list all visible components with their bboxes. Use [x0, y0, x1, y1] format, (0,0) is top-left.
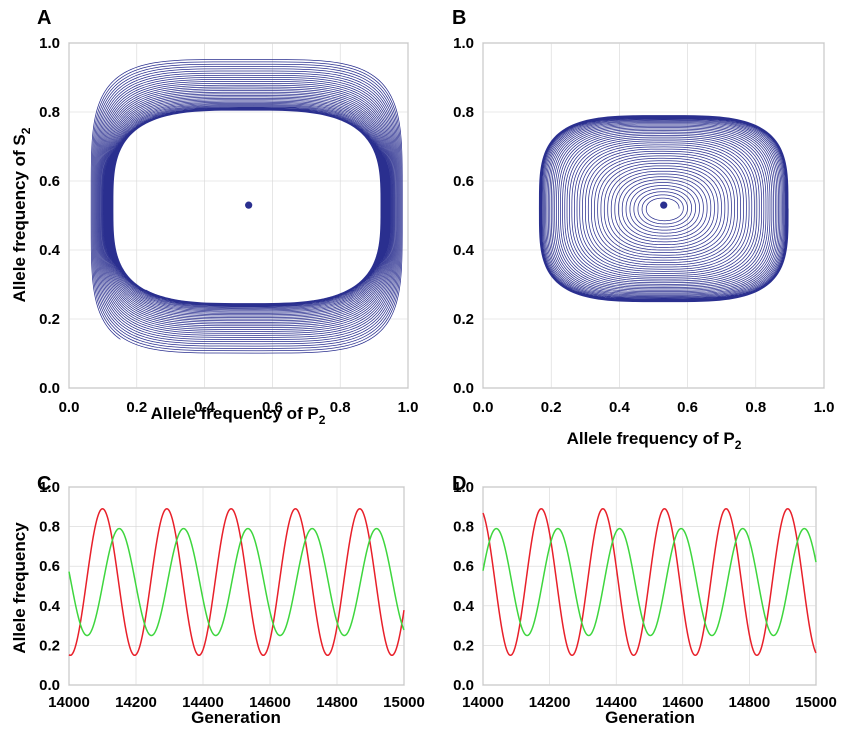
y-tick-labels-d: 0.0 0.2 0.4 0.6 0.8 1.0	[453, 479, 475, 694]
y-tick-label: 1.0	[39, 479, 60, 496]
y-tick-label: 0.6	[453, 173, 474, 190]
y-tick-label: 1.0	[453, 35, 474, 52]
y-tick-label: 0.4	[453, 598, 475, 615]
y-tick-label: 0.2	[453, 311, 474, 328]
series-red-c	[68, 508, 405, 657]
x-tick-label: 14200	[115, 694, 157, 711]
series-green-d	[482, 527, 817, 637]
y-tick-label: 0.4	[39, 598, 61, 615]
x-tick-label: 1.0	[814, 399, 835, 416]
equilibrium-point-b	[660, 201, 668, 209]
y-tick-label: 0.8	[39, 519, 60, 536]
x-tick-label: 1.0	[398, 399, 419, 416]
y-tick-label: 1.0	[39, 35, 60, 52]
x-tick-labels-a: 0.0 0.2 0.4 0.6 0.8 1.0	[59, 399, 419, 416]
y-tick-label: 0.8	[39, 104, 60, 121]
x-tick-labels-b: 0.0 0.2 0.4 0.6 0.8 1.0	[473, 399, 835, 416]
x-tick-label: 14800	[729, 694, 771, 711]
panel-d: D 14000 14200 14400 14600 14800 15000 0.00.20…	[452, 473, 837, 727]
y-tick-label: 0.0	[453, 677, 474, 694]
gridlines-d	[482, 486, 817, 686]
y-tick-label: 0.2	[39, 637, 60, 654]
y-axis-label-a: Allele frequency of S2	[10, 127, 33, 302]
x-tick-label: 0.0	[59, 399, 80, 416]
x-tick-label: 0.8	[330, 399, 351, 416]
y-tick-label: 0.4	[39, 242, 61, 259]
x-tick-labels-d: 14000 14200 14400 14600 14800 15000	[462, 694, 837, 711]
y-tick-label: 0.8	[453, 104, 474, 121]
panel-b: B 0.0 0.2 0.4 0.6 0.8 1.0 0.00.20.40.60.81.0 …	[452, 7, 834, 452]
panel-c: C 14000 14200 14400 14600 14800 15000 0.00.20…	[10, 473, 425, 727]
x-tick-label: 0.2	[541, 399, 562, 416]
panel-letter-c: C	[37, 473, 51, 495]
x-tick-label: 0.6	[262, 399, 283, 416]
y-tick-label: 0.0	[39, 677, 60, 694]
x-axis-label-c: Generation	[191, 708, 281, 727]
x-tick-label: 14800	[316, 694, 358, 711]
x-tick-label: 15000	[795, 694, 837, 711]
x-tick-label: 0.4	[194, 399, 216, 416]
plot-frame-b	[482, 42, 825, 389]
y-tick-label: 0.6	[39, 558, 60, 575]
series-red-d	[482, 508, 817, 657]
y-tick-label: 0.0	[453, 380, 474, 397]
y-tick-label: 0.4	[453, 242, 475, 259]
series-green-c	[68, 527, 405, 637]
y-tick-label: 0.6	[453, 558, 474, 575]
x-tick-label: 14400	[182, 694, 224, 711]
x-tick-labels-c: 14000 14200 14400 14600 14800 15000	[48, 694, 425, 711]
gridlines-c	[68, 486, 405, 686]
y-tick-label: 0.2	[453, 637, 474, 654]
y-tick-label: 0.2	[39, 311, 60, 328]
x-axis-label-d: Generation	[605, 708, 695, 727]
equilibrium-point-a	[245, 201, 253, 209]
panel-a: A 0.0 0.2 0.4 0.6 0.8 1.0 0.00.20.40.60.81.0 …	[10, 7, 418, 427]
trajectory-a	[90, 59, 403, 354]
x-tick-label: 14000	[462, 694, 504, 711]
x-tick-label: 14600	[662, 694, 704, 711]
x-tick-label: 0.4	[609, 399, 631, 416]
x-tick-label: 0.6	[677, 399, 698, 416]
x-axis-label-b: Allele frequency of P2	[567, 429, 742, 452]
x-axis-label-a: Allele frequency of P2	[151, 404, 326, 427]
y-tick-labels-c: 0.0 0.2 0.4 0.6 0.8 1.0	[39, 479, 61, 694]
x-tick-label: 0.0	[473, 399, 494, 416]
panel-letter-a: A	[37, 7, 51, 29]
gridlines-b	[482, 42, 825, 389]
panel-letter-b: B	[452, 7, 466, 29]
x-tick-label: 14600	[249, 694, 291, 711]
x-tick-label: 0.2	[126, 399, 147, 416]
panel-letter-d: D	[452, 473, 466, 495]
y-tick-labels-a: 0.0 0.2 0.4 0.6 0.8 1.0	[39, 35, 61, 397]
y-tick-label: 1.0	[453, 479, 474, 496]
x-tick-label: 15000	[383, 694, 425, 711]
trajectory-b	[538, 115, 789, 303]
y-tick-label: 0.6	[39, 173, 60, 190]
x-tick-label: 0.8	[745, 399, 766, 416]
plot-frame-d	[482, 486, 817, 686]
y-tick-label: 0.8	[453, 519, 474, 536]
y-axis-label-c: Allele frequency	[10, 522, 29, 654]
x-tick-label: 14200	[529, 694, 571, 711]
y-tick-labels-b: 0.0 0.2 0.4 0.6 0.8 1.0	[453, 35, 475, 397]
x-tick-label: 14400	[595, 694, 637, 711]
y-tick-label: 0.0	[39, 380, 60, 397]
x-tick-label: 14000	[48, 694, 90, 711]
